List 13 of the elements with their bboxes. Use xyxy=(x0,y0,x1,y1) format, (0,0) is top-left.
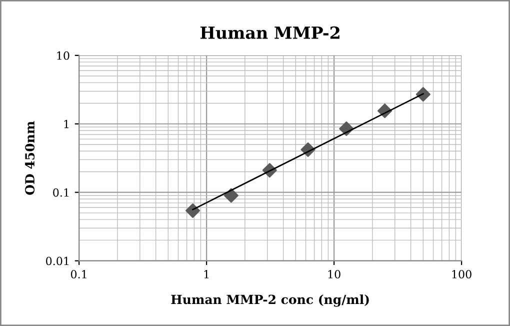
y-tick-label: 1 xyxy=(64,120,68,128)
y-tick-label: 10 xyxy=(57,51,70,60)
y-tick-label: 0.01 xyxy=(46,256,68,266)
x-tick-label: 0.1 xyxy=(70,270,86,278)
chart-title: Human MMP-2 xyxy=(200,26,340,39)
x-tick-label: 1 xyxy=(204,270,209,278)
x-tick-label: 100 xyxy=(452,270,472,278)
point xyxy=(186,203,200,218)
y-axis-title: OD 450nm xyxy=(25,121,35,195)
y-tick-label: 0.1 xyxy=(53,188,68,197)
x-tick-label: 10 xyxy=(328,270,340,278)
x-axis-title: Human MMP-2 conc (ng/ml) xyxy=(171,294,369,307)
point xyxy=(224,188,238,203)
